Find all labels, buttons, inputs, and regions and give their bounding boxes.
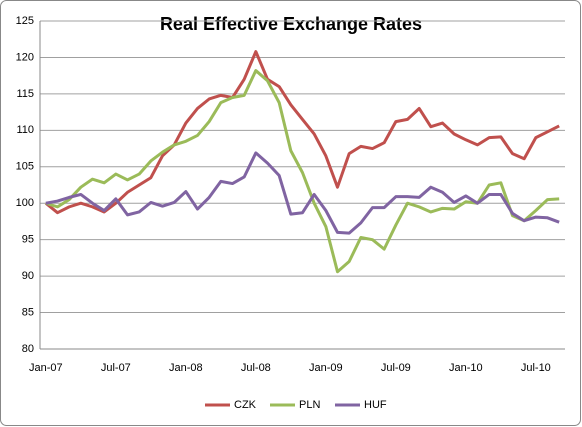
y-tick-label: 115 (16, 88, 34, 100)
y-tick-label: 95 (22, 234, 34, 246)
y-tick-label: 120 (16, 51, 34, 63)
line-series (45, 69, 560, 274)
y-tick-label: 125 (16, 15, 34, 27)
x-tick-label: Jul-08 (241, 362, 271, 374)
line-series (45, 151, 560, 235)
y-tick-label: 85 (22, 306, 34, 318)
chart-title: Real Effective Exchange Rates (160, 14, 422, 34)
x-tick-label: Jan-08 (169, 362, 203, 374)
legend-label: PLN (299, 399, 320, 411)
x-tick-label: Jul-09 (381, 362, 411, 374)
y-tick-label: 110 (16, 124, 34, 136)
x-tick-label: Jan-10 (449, 362, 483, 374)
y-tick-label: 105 (16, 161, 34, 173)
x-tick-label: Jul-10 (521, 362, 551, 374)
x-tick-label: Jan-09 (309, 362, 343, 374)
y-tick-label: 90 (22, 270, 34, 282)
legend-label: HUF (364, 399, 387, 411)
y-tick-label: 100 (16, 197, 34, 209)
x-tick-label: Jan-07 (29, 362, 63, 374)
line-series (44, 50, 560, 215)
y-tick-label: 80 (22, 343, 34, 355)
legend-label: CZK (234, 399, 257, 411)
x-tick-label: Jul-07 (101, 362, 131, 374)
